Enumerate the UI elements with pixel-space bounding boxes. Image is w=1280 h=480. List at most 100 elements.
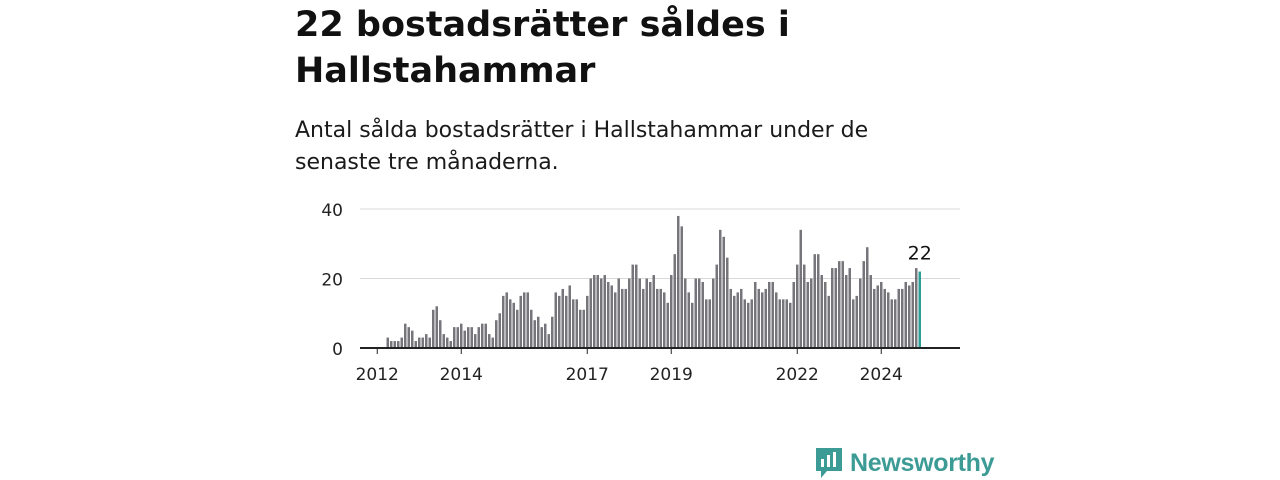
- bar: [435, 306, 438, 348]
- newsworthy-brand[interactable]: Newsworthy: [814, 446, 995, 480]
- bar: [530, 309, 533, 348]
- bar: [488, 334, 491, 348]
- bar: [894, 299, 897, 348]
- bar: [768, 281, 771, 348]
- bar: [411, 330, 414, 348]
- bar: [824, 281, 827, 348]
- bar: [561, 288, 564, 348]
- bar: [789, 302, 792, 348]
- bar: [834, 268, 837, 348]
- bar: [796, 264, 799, 348]
- bar: [533, 320, 536, 348]
- bar: [740, 288, 743, 348]
- bar: [509, 299, 512, 348]
- bar: [708, 299, 711, 348]
- bar: [799, 229, 802, 348]
- bar: [694, 278, 697, 348]
- bar: [883, 288, 886, 348]
- bar: [838, 261, 841, 348]
- bar: [775, 292, 778, 348]
- bar: [449, 341, 452, 348]
- bar: [432, 309, 435, 348]
- bar: [873, 288, 876, 348]
- bar: [747, 302, 750, 348]
- bar: [453, 327, 456, 348]
- bar: [652, 275, 655, 348]
- bar: [673, 254, 676, 348]
- bar: [670, 275, 673, 348]
- bar: [495, 320, 498, 348]
- bar: [876, 285, 879, 348]
- bar: [701, 281, 704, 348]
- bar: [915, 268, 918, 348]
- bar: [862, 261, 865, 348]
- bar: [698, 278, 701, 348]
- bar: [586, 295, 589, 348]
- bar: [519, 295, 522, 348]
- bar: [624, 288, 627, 348]
- bar: [677, 215, 680, 348]
- bar: [386, 337, 389, 348]
- brand-name: Newsworthy: [850, 448, 995, 477]
- y-tick-label: 20: [321, 271, 343, 291]
- bar: [827, 295, 830, 348]
- bar: [645, 278, 648, 348]
- bar: [593, 275, 596, 348]
- x-tick-label: 2024: [860, 365, 903, 385]
- bar: [880, 281, 883, 348]
- bar: [743, 299, 746, 348]
- bar: [764, 288, 767, 348]
- chart-title: 22 bostadsrätter såldes i Hallstahammar: [295, 5, 790, 91]
- bar: [680, 226, 683, 348]
- bar: [474, 334, 477, 348]
- bar: [526, 292, 529, 348]
- bar: [393, 341, 396, 348]
- newsworthy-logo-icon: [816, 448, 842, 478]
- bar: [442, 334, 445, 348]
- bar: [785, 299, 788, 348]
- bar: [705, 299, 708, 348]
- bar: [757, 288, 760, 348]
- bar: [523, 292, 526, 348]
- bar: [855, 295, 858, 348]
- bar: [691, 302, 694, 348]
- bar: [572, 299, 575, 348]
- bar: [845, 275, 848, 348]
- bar: [397, 341, 400, 348]
- bar: [761, 292, 764, 348]
- bar: [887, 292, 890, 348]
- bar: [421, 337, 424, 348]
- bar: [582, 309, 585, 348]
- bar: [638, 278, 641, 348]
- bar: [404, 323, 407, 348]
- bar: [684, 278, 687, 348]
- bar: [596, 275, 599, 348]
- bar: [736, 292, 739, 348]
- bar: [729, 288, 732, 348]
- bar: [656, 288, 659, 348]
- bar: [659, 288, 662, 348]
- bar: [551, 316, 554, 348]
- bar: [498, 313, 501, 348]
- bar: [460, 323, 463, 348]
- bar: [600, 278, 603, 348]
- bar: [516, 309, 519, 348]
- x-tick-label: 2022: [776, 365, 819, 385]
- bar: [806, 281, 809, 348]
- bar: [649, 281, 652, 348]
- bar: [477, 327, 480, 348]
- bar: [568, 285, 571, 348]
- bar: [614, 292, 617, 348]
- bar: [778, 299, 781, 348]
- bar: [463, 330, 466, 348]
- bar: [428, 337, 431, 348]
- bar: [547, 334, 550, 348]
- bar: [848, 268, 851, 348]
- bar: [484, 323, 487, 348]
- bar: [540, 327, 543, 348]
- bar: [390, 341, 393, 348]
- bar: [722, 236, 725, 348]
- bar: [782, 299, 785, 348]
- latest-bar: [918, 271, 921, 348]
- bar: [754, 281, 757, 348]
